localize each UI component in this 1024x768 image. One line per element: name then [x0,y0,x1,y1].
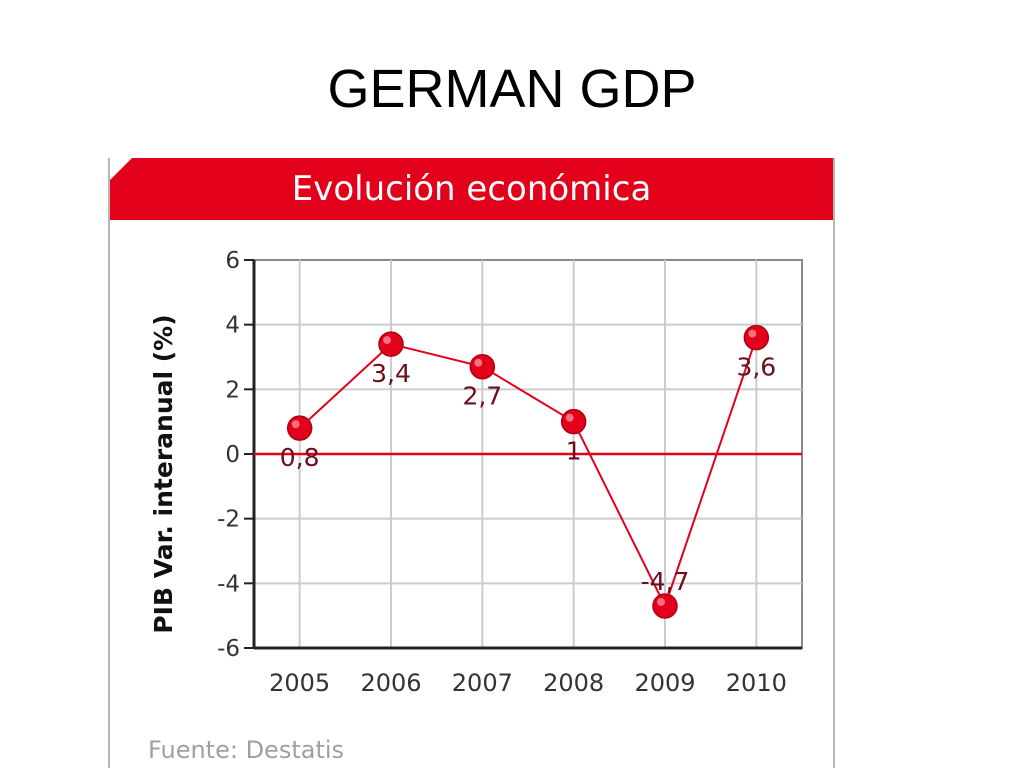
y-tick-label: 4 [225,313,240,339]
data-point-marker [469,353,496,380]
card-header [110,158,833,220]
y-tick-label: 2 [225,377,240,403]
data-label: -4,7 [641,567,690,596]
x-tick-label: 2008 [543,669,604,697]
y-tick-label: -6 [217,636,240,662]
data-label: 3,4 [371,359,411,388]
chart-card: Evolución económica 6 4 2 0 -2 -4 -6 2005 2006 20… [108,158,835,768]
data-label: 1 [566,437,582,466]
x-tick-label: 2010 [726,669,787,697]
x-tick-label: 2006 [360,669,421,697]
slide-title: GERMAN GDP [327,59,697,119]
data-point-highlight [291,420,300,429]
x-tick-label: 2009 [634,669,695,697]
data-point-highlight [565,413,574,422]
data-label: 0,8 [280,443,320,472]
data-point-highlight [383,336,391,345]
data-label: 3,6 [736,353,776,382]
y-tick-label: 0 [225,442,240,468]
chart-title: Evolución económica [291,169,652,209]
x-tick-label: 2005 [269,669,330,697]
data-point-marker [378,331,404,357]
data-label: 2,7 [462,382,502,411]
series-line [298,337,758,609]
y-tick-label: -4 [217,571,240,597]
y-tick-label: 6 [225,248,240,274]
line-chart: 6 4 2 0 -2 -4 -6 2005 2006 2007 2008 2009 2010 PIB Va… [149,248,803,697]
data-point-marker [743,324,770,351]
data-point-highlight [657,597,665,606]
x-tick-label: 2007 [452,669,513,697]
source-note: Fuente: Destatis [148,736,345,764]
data-point-highlight [474,358,483,367]
data-point-marker [560,408,587,435]
data-point-highlight [748,329,757,338]
y-tick-label: -2 [217,507,240,533]
y-axis-title: PIB Var. interanual (%) [149,314,178,633]
data-point-marker [652,593,678,619]
data-point-marker [286,415,313,441]
